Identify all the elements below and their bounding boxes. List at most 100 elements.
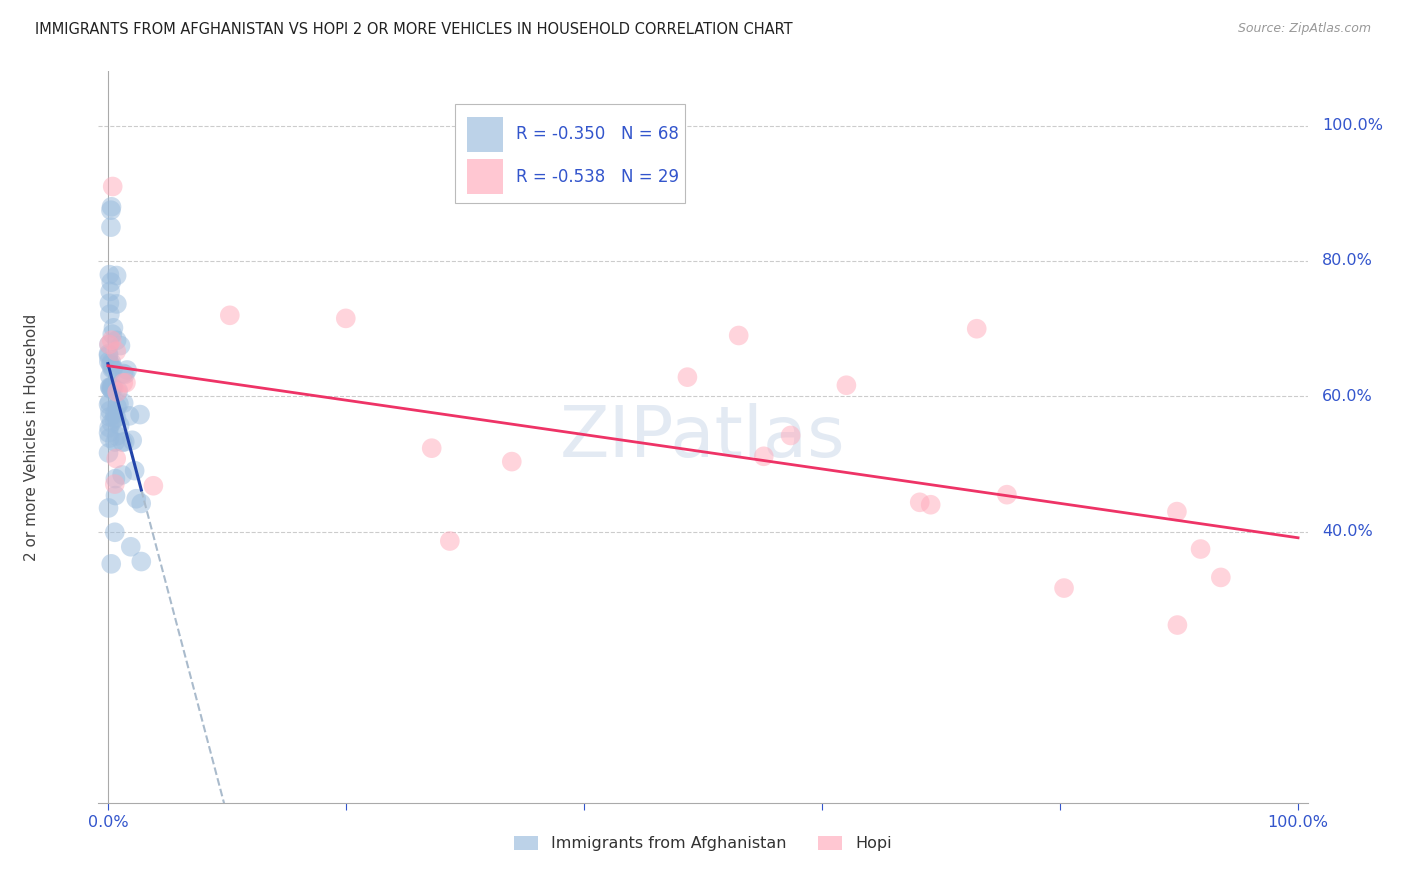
Point	[97, 354, 120, 368]
Point	[98, 381, 121, 395]
Point	[97, 349, 120, 363]
Point	[98, 369, 121, 384]
Point	[105, 333, 128, 347]
Point	[121, 434, 143, 448]
Point	[103, 411, 125, 425]
Point	[104, 477, 127, 491]
Point	[97, 398, 120, 412]
Point	[142, 479, 165, 493]
Point	[103, 361, 125, 376]
Point	[105, 429, 128, 443]
Point	[98, 395, 121, 409]
Point	[108, 418, 131, 433]
Point	[97, 337, 120, 351]
Point	[104, 472, 127, 486]
Point	[105, 410, 128, 425]
FancyBboxPatch shape	[467, 159, 503, 194]
Point	[920, 498, 942, 512]
Point	[97, 347, 120, 361]
Point	[129, 408, 152, 422]
Point	[107, 384, 129, 398]
Point	[100, 333, 122, 347]
Text: R = -0.350   N = 68: R = -0.350 N = 68	[516, 125, 679, 144]
Text: Source: ZipAtlas.com: Source: ZipAtlas.com	[1237, 22, 1371, 36]
FancyBboxPatch shape	[456, 104, 685, 203]
Point	[129, 496, 152, 510]
Point	[752, 450, 775, 464]
Point	[97, 500, 120, 515]
Text: 2 or more Vehicles in Household: 2 or more Vehicles in Household	[24, 313, 39, 561]
Point	[101, 380, 124, 394]
Point	[779, 428, 801, 442]
Point	[1166, 618, 1188, 632]
Point	[1189, 542, 1212, 557]
Text: 100.0%: 100.0%	[1322, 118, 1384, 133]
Point	[114, 368, 136, 382]
Point	[98, 296, 121, 310]
Point	[335, 311, 357, 326]
Point	[118, 409, 141, 423]
Point	[98, 420, 121, 434]
Point	[100, 200, 122, 214]
Point	[501, 454, 523, 468]
Point	[100, 275, 122, 289]
Point	[111, 467, 134, 482]
Point	[420, 441, 443, 455]
Point	[101, 327, 124, 342]
Point	[100, 220, 122, 235]
Point	[100, 416, 122, 430]
Point	[676, 370, 699, 384]
Point	[105, 451, 128, 466]
Point	[97, 425, 120, 440]
Point	[105, 344, 128, 359]
Point	[98, 268, 121, 282]
Point	[112, 367, 135, 381]
Point	[110, 338, 132, 352]
Point	[103, 321, 125, 335]
Point	[124, 464, 146, 478]
Point	[98, 403, 121, 417]
Point	[908, 495, 931, 509]
Text: 80.0%: 80.0%	[1322, 253, 1374, 268]
Point	[97, 446, 120, 460]
Point	[98, 285, 121, 299]
Text: 40.0%: 40.0%	[1322, 524, 1372, 540]
Text: ZIPatlas: ZIPatlas	[560, 402, 846, 472]
Point	[218, 308, 240, 322]
Point	[104, 407, 127, 421]
Point	[98, 409, 121, 424]
Point	[104, 435, 127, 450]
Point	[98, 380, 121, 394]
Point	[115, 376, 138, 390]
Point	[104, 525, 127, 540]
Point	[104, 489, 127, 503]
Point	[112, 396, 135, 410]
Point	[125, 491, 148, 506]
Point	[105, 384, 128, 399]
Point	[100, 381, 122, 395]
Point	[108, 397, 131, 411]
Point	[100, 355, 122, 369]
Point	[111, 435, 134, 450]
Point	[835, 378, 858, 392]
Point	[115, 363, 138, 377]
Point	[114, 434, 136, 449]
Point	[1053, 581, 1076, 595]
Point	[101, 362, 124, 376]
Point	[1166, 505, 1188, 519]
Point	[112, 376, 135, 390]
Point	[100, 557, 122, 571]
Point	[103, 381, 125, 395]
FancyBboxPatch shape	[467, 117, 503, 152]
Point	[98, 337, 121, 351]
Point	[727, 328, 749, 343]
Point	[1209, 570, 1232, 584]
Point	[100, 358, 122, 372]
Point	[101, 179, 124, 194]
Point	[100, 380, 122, 394]
Point	[105, 400, 128, 414]
Point	[120, 540, 142, 554]
Point	[98, 431, 121, 445]
Point	[105, 297, 128, 311]
Point	[966, 322, 988, 336]
